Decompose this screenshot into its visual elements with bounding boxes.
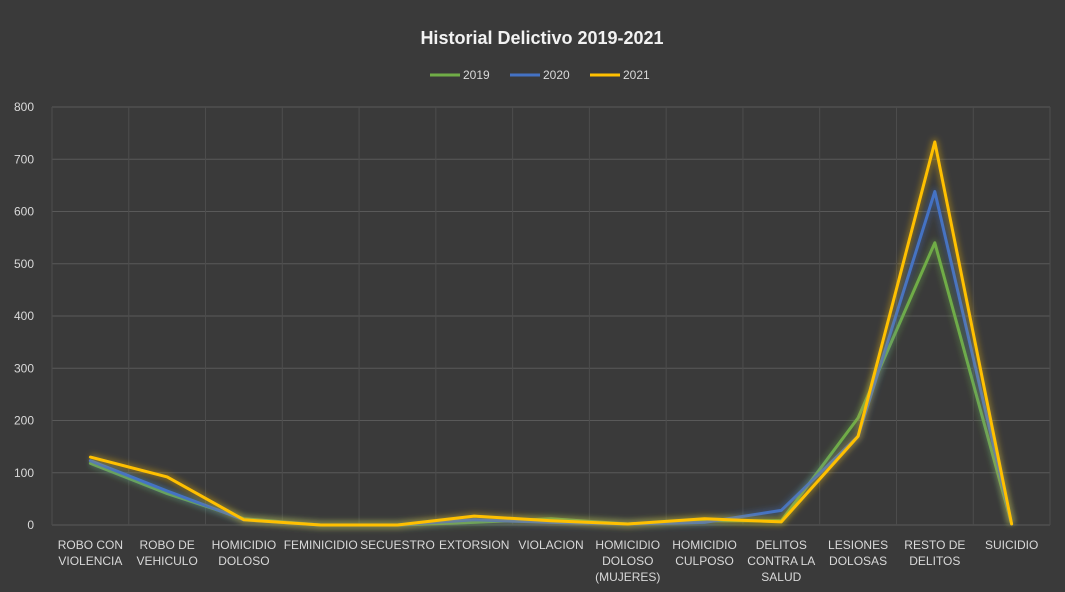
x-tick-label: RESTO DE DELITOS [904,538,965,568]
series-2021 [88,138,1016,529]
x-tick-label: VIOLACION [518,538,583,552]
chart-title: Historial Delictivo 2019-2021 [420,28,663,48]
y-axis: 0 100 200 300 400 500 600 700 800 [14,100,34,532]
x-tick-label: DELITOS CONTRA LA SALUD [747,538,815,584]
x-tick-label: FEMINICIDIO [284,538,358,552]
data-point-2021 [550,519,553,522]
legend: 2019 2020 2021 [430,68,650,82]
data-point-2020 [780,509,783,512]
x-tick-label: HOMICIDIO DOLOSO [212,538,277,568]
x-tick-label: ROBO DE VEHICULO [136,538,197,568]
y-tick-label: 700 [14,152,34,166]
legend-label-2020: 2020 [543,68,570,82]
data-point-2020 [933,190,936,193]
data-point-2021 [703,517,706,520]
y-tick-label: 800 [14,100,34,114]
data-point-2021 [857,435,860,438]
data-point-2021 [319,524,322,527]
y-tick-label: 300 [14,361,34,375]
y-tick-label: 600 [14,205,34,219]
y-tick-label: 0 [27,518,34,532]
x-tick-label: HOMICIDIO CULPOSO [672,538,737,568]
data-point-2021 [242,518,245,521]
x-tick-label: SUICIDIO [985,538,1038,552]
y-tick-label: 500 [14,257,34,271]
data-point-2021 [1010,522,1013,525]
data-point-2021 [780,520,783,523]
plot-area [88,138,1016,529]
x-tick-label: LESIONES DOLOSAS [828,538,888,568]
x-tick-label: EXTORSION [439,538,509,552]
legend-label-2019: 2019 [463,68,490,82]
x-tick-label: HOMICIDIO DOLOSO (MUJERES) [595,538,660,584]
data-point-2021 [626,522,629,525]
data-point-2021 [933,141,936,144]
data-point-2020 [166,490,169,493]
data-point-2021 [89,456,92,459]
gridlines [51,106,1051,526]
y-tick-label: 400 [14,309,34,323]
y-tick-label: 200 [14,414,34,428]
x-tick-label: ROBO CON VIOLENCIA [58,538,123,568]
x-tick-label: SECUESTRO [360,538,435,552]
x-axis: ROBO CON VIOLENCIA ROBO DE VEHICULO HOMICIDI… [58,538,1039,584]
series-line-2021 [88,140,1014,527]
data-point-2019 [933,241,936,244]
data-point-2021 [396,524,399,527]
data-point-2021 [166,475,169,478]
legend-label-2021: 2021 [623,68,650,82]
y-tick-label: 100 [14,466,34,480]
data-point-2021 [473,515,476,518]
